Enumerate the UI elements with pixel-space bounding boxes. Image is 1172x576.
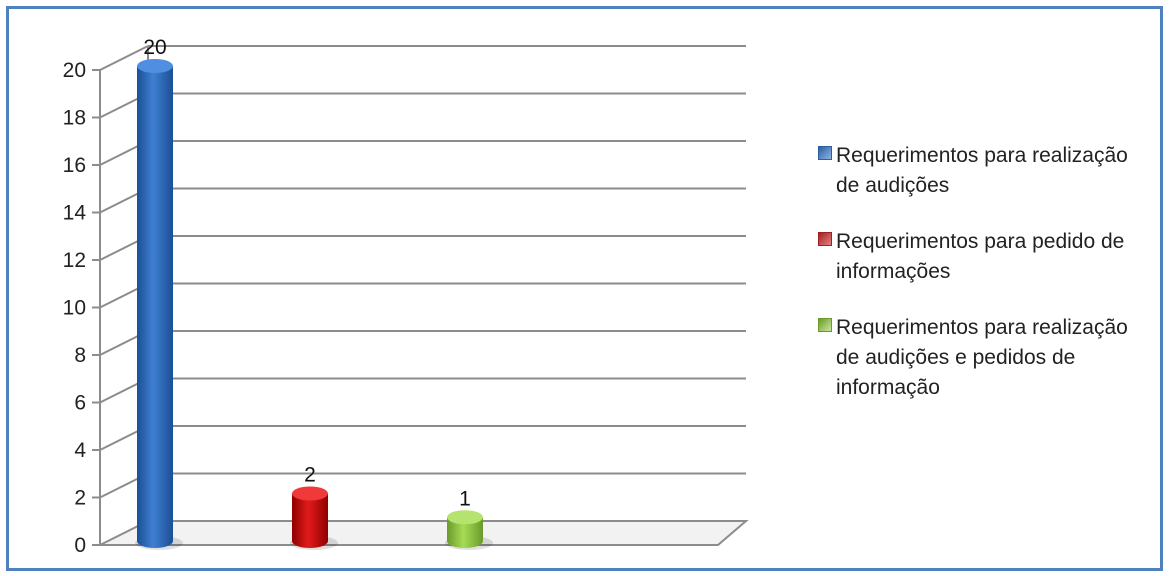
bar-body xyxy=(447,517,483,548)
legend-label: Requerimentos para realização de audiçõe… xyxy=(836,144,1128,197)
y-tick-label: 6 xyxy=(74,392,86,415)
legend-swatch-red xyxy=(818,232,832,246)
legend-swatch-blue xyxy=(818,146,832,160)
bar xyxy=(135,59,183,550)
data-label: 20 xyxy=(143,36,166,59)
bars-layer xyxy=(135,59,493,550)
grid-layer xyxy=(99,45,746,499)
bar-body xyxy=(137,66,173,548)
legend-item: Requerimentos para realização de audiçõe… xyxy=(818,313,1163,403)
labels-layer: 0 2 4 6 8 10 12 14 16 18 20 20 2 1 xyxy=(63,36,471,557)
y-tick-label: 20 xyxy=(63,59,86,82)
bar-top xyxy=(292,486,328,501)
y-tick-label: 8 xyxy=(74,344,86,367)
y-tick-label: 10 xyxy=(63,297,86,320)
y-tick-label: 16 xyxy=(63,154,86,177)
floor xyxy=(99,520,749,546)
bar-top xyxy=(137,59,173,73)
data-label: 1 xyxy=(459,487,471,510)
bar-body xyxy=(292,493,328,548)
y-tick-label: 4 xyxy=(74,439,86,462)
chart-frame xyxy=(6,6,1163,571)
y-tick-label: 0 xyxy=(74,534,86,557)
y-tick-label: 2 xyxy=(74,487,86,510)
y-tick-label: 12 xyxy=(63,249,86,272)
y-tick-label: 18 xyxy=(63,107,86,130)
bar xyxy=(445,510,493,550)
legend-label: Requerimentos para realização de audiçõe… xyxy=(836,316,1128,399)
gridline-side xyxy=(99,45,149,71)
legend-swatch-green xyxy=(818,318,832,332)
legend-item: Requerimentos para pedido de informações xyxy=(818,227,1163,287)
legend: Requerimentos para realização de audiçõe… xyxy=(818,141,1163,429)
legend-label: Requerimentos para pedido de informações xyxy=(836,230,1125,283)
bar xyxy=(290,486,338,550)
axis-layer xyxy=(92,46,749,546)
bar-top xyxy=(447,510,483,525)
y-tick-label: 14 xyxy=(63,202,87,225)
data-label: 2 xyxy=(304,464,316,487)
legend-item: Requerimentos para realização de audiçõe… xyxy=(818,141,1163,201)
